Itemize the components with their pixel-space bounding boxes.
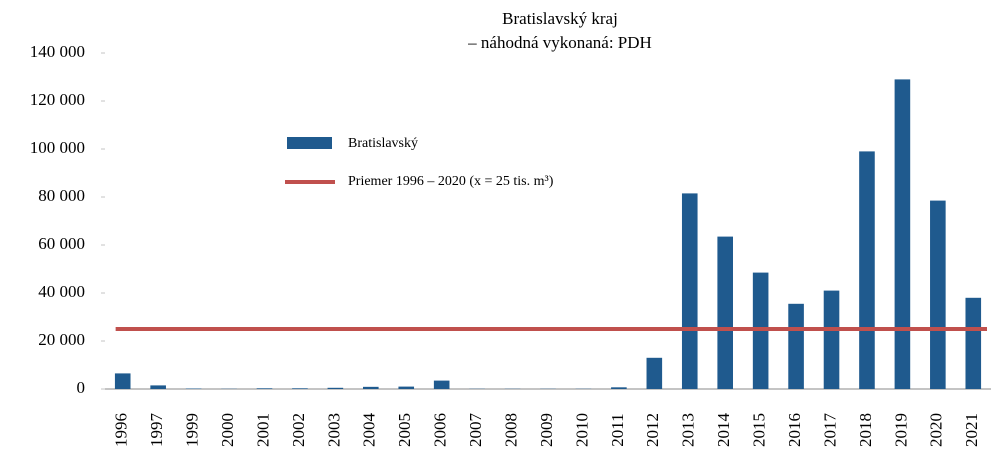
legend-label: Priemer 1996 – 2020 (x = 25 tis. m³) [348,174,554,189]
x-tick-label: 2007 [466,413,485,448]
bar [859,151,875,389]
x-tick-label: 1996 [112,413,131,447]
y-tick-label: 60 000 [38,234,85,253]
x-tick-label: 2020 [927,413,946,447]
y-tick-label: 120 000 [30,90,85,109]
bar [292,388,308,389]
x-tick-label: 2018 [856,413,875,447]
chart-subtitle: – náhodná vykonaná: PDH [467,33,652,52]
bar [717,236,733,389]
x-tick-label: 2002 [289,413,308,447]
chart-title: Bratislavský kraj [502,9,618,28]
x-tick-label: 2019 [891,413,910,447]
x-tick-label: 2006 [431,413,450,447]
y-tick-label: 100 000 [30,138,85,157]
bar [114,373,131,389]
y-tick-label: 80 000 [38,186,85,205]
y-tick-label: 20 000 [38,330,85,349]
x-tick-label: 2008 [501,413,520,447]
bar [256,388,273,389]
y-tick-label: 140 000 [30,42,85,61]
x-tick-label: 1997 [147,413,166,448]
x-tick-label: 1999 [183,413,202,447]
legend-label: Bratislavský [348,136,418,151]
bar [363,386,379,389]
x-tick-label: 2012 [643,413,662,447]
bar [646,357,663,389]
legend-swatch [287,137,332,149]
y-tick-label: 40 000 [38,282,85,301]
bar [788,303,804,389]
x-tick-label: 2000 [218,413,237,447]
x-tick-label: 2017 [820,413,839,448]
bar [150,385,166,389]
bar [681,193,698,389]
bar [611,387,627,389]
bar [894,79,911,390]
bar [823,290,840,389]
bar [398,386,415,389]
bar [327,387,344,389]
bar [930,200,946,389]
x-tick-label: 2014 [714,413,733,448]
x-tick-label: 2005 [395,413,414,447]
x-tick-label: 2004 [360,413,379,448]
bar [433,380,450,389]
x-tick-label: 2013 [679,413,698,447]
bar [965,297,982,389]
x-tick-label: 2001 [253,413,272,447]
x-tick-label: 2011 [608,413,627,446]
x-tick-label: 2021 [962,413,981,447]
x-tick-label: 2015 [750,413,769,447]
x-tick-label: 2010 [572,413,591,447]
x-tick-label: 2016 [785,413,804,447]
y-tick-label: 0 [77,378,86,397]
x-tick-label: 2009 [537,413,556,447]
x-tick-label: 2003 [324,413,343,447]
